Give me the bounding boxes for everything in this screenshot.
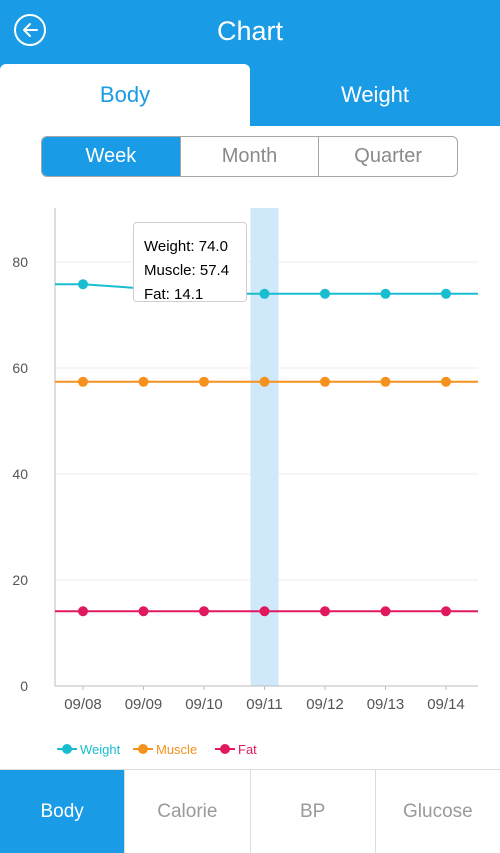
bottom-nav: Body Calorie BP Glucose bbox=[0, 769, 500, 853]
legend-marker-fat bbox=[220, 744, 230, 754]
period-selector: Week Month Quarter bbox=[41, 136, 458, 177]
y-tick-label: 80 bbox=[12, 254, 28, 270]
x-tick-label: 09/14 bbox=[427, 696, 465, 713]
x-tick-label: 09/12 bbox=[306, 696, 344, 713]
data-point-weight bbox=[441, 288, 451, 299]
data-point-weight bbox=[78, 279, 88, 290]
tab-body[interactable]: Body bbox=[0, 64, 250, 126]
data-point-fat bbox=[78, 606, 88, 617]
period-quarter[interactable]: Quarter bbox=[318, 137, 457, 176]
y-tick-label: 0 bbox=[20, 678, 28, 694]
nav-body[interactable]: Body bbox=[0, 770, 125, 853]
page-title: Chart bbox=[216, 16, 284, 46]
period-week[interactable]: Week bbox=[42, 137, 180, 176]
nav-calorie[interactable]: Calorie bbox=[124, 770, 249, 853]
data-point-muscle bbox=[259, 376, 270, 387]
data-point-weight bbox=[320, 288, 330, 299]
data-point-muscle bbox=[78, 376, 88, 387]
data-point-muscle bbox=[441, 376, 451, 387]
legend-marker-weight bbox=[62, 744, 72, 754]
tooltip-muscle: Muscle: 57.4 bbox=[144, 262, 230, 279]
x-tick-label: 09/11 bbox=[246, 696, 282, 713]
back-button[interactable] bbox=[14, 14, 46, 46]
chart-tooltip: Weight: 74.0 Muscle: 57.4 Fat: 14.1 bbox=[133, 222, 247, 303]
x-tick-label: 09/08 bbox=[64, 696, 102, 713]
legend-label-fat: Fat bbox=[238, 742, 257, 757]
data-point-weight bbox=[259, 288, 270, 299]
line-chart[interactable]: 0 20 40 60 80 09/08 09/09 09/10 09/11 09/12 09/13 0… bbox=[0, 200, 500, 765]
x-tick-label: 09/09 bbox=[125, 696, 163, 713]
x-tick-label: 09/13 bbox=[367, 696, 405, 713]
data-point-fat bbox=[259, 606, 270, 617]
data-point-fat bbox=[441, 606, 451, 617]
tab-weight[interactable]: Weight bbox=[340, 82, 410, 107]
y-tick-label: 60 bbox=[12, 360, 28, 376]
y-tick-label: 20 bbox=[12, 572, 28, 588]
data-point-muscle bbox=[138, 376, 149, 387]
tooltip-weight: Weight: 74.0 bbox=[144, 238, 228, 255]
arrow-left-icon bbox=[23, 23, 38, 37]
y-tick-label: 40 bbox=[12, 466, 28, 482]
nav-bp[interactable]: BP bbox=[249, 770, 375, 853]
legend-label-muscle: Muscle bbox=[156, 742, 197, 757]
data-point-muscle bbox=[199, 376, 209, 387]
data-point-weight bbox=[380, 288, 391, 299]
app-header: Chart Body Weight bbox=[0, 0, 500, 126]
legend-label-weight: Weight bbox=[80, 742, 121, 757]
x-tick-label: 09/10 bbox=[185, 696, 223, 713]
data-point-fat bbox=[380, 606, 391, 617]
nav-glucose[interactable]: Glucose bbox=[374, 770, 500, 853]
tooltip-fat: Fat: 14.1 bbox=[144, 286, 204, 303]
data-point-fat bbox=[320, 606, 330, 617]
legend-marker-muscle bbox=[138, 744, 148, 754]
data-point-muscle bbox=[320, 376, 330, 387]
period-month[interactable]: Month bbox=[179, 137, 319, 176]
data-point-muscle bbox=[380, 376, 391, 387]
data-point-fat bbox=[138, 606, 149, 617]
data-point-fat bbox=[199, 606, 209, 617]
